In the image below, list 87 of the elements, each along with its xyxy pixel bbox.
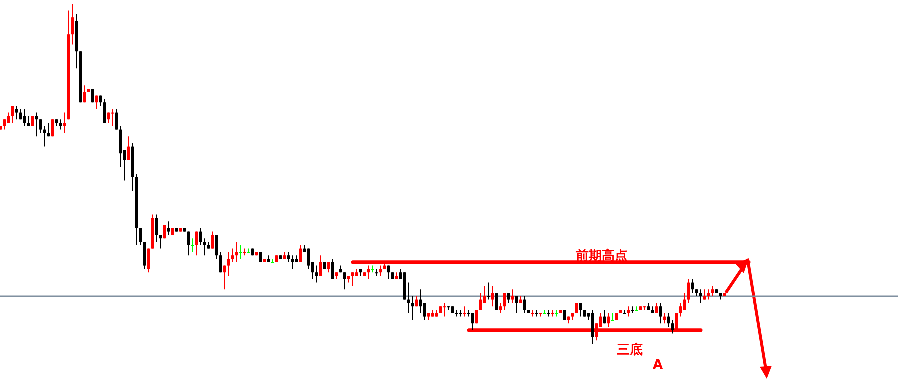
candlestick <box>224 265 226 290</box>
candlestick <box>24 108 26 127</box>
candlestick <box>352 272 354 287</box>
candlestick <box>388 265 390 280</box>
candlestick <box>160 234 162 250</box>
candlestick <box>492 286 494 308</box>
candlestick <box>36 112 38 138</box>
candlestick <box>380 265 382 276</box>
candlestick <box>700 289 702 304</box>
candlestick <box>464 306 466 318</box>
candlestick <box>60 119 62 130</box>
candlestick <box>220 252 222 274</box>
candlestick <box>512 289 514 304</box>
candlestick <box>308 248 310 270</box>
candlestick <box>140 228 142 246</box>
candlestick <box>424 302 426 321</box>
candlestick <box>144 242 146 270</box>
candlestick <box>712 286 714 297</box>
candlestick <box>688 278 690 304</box>
candlestick <box>168 221 170 236</box>
candlestick <box>96 95 98 110</box>
candlestick <box>228 252 230 276</box>
candlestick <box>188 231 190 256</box>
candlestick <box>504 292 506 310</box>
candlestick <box>12 106 14 124</box>
candlestick <box>316 265 318 284</box>
candlestick <box>236 242 238 263</box>
candlestick <box>660 302 662 324</box>
candlestick <box>344 272 346 290</box>
candlestick <box>288 252 290 263</box>
candlestick <box>148 248 150 274</box>
candlestick <box>580 302 582 318</box>
candlestick <box>112 108 114 127</box>
candlestick <box>204 238 206 256</box>
candlestick <box>656 302 658 314</box>
candlestick <box>524 296 526 314</box>
candlestick <box>544 310 546 314</box>
candlestick <box>192 238 194 253</box>
candlestick <box>508 292 510 304</box>
candlestick <box>300 244 302 263</box>
candlestick <box>212 231 214 250</box>
candlestick <box>488 282 490 300</box>
candlestick <box>412 296 414 321</box>
candlestick <box>16 106 18 120</box>
candlestick <box>292 255 294 270</box>
candlestick <box>200 228 202 246</box>
candlestick <box>624 310 626 314</box>
candlestick <box>4 119 6 130</box>
candlestick <box>692 278 694 294</box>
candlestick <box>104 98 106 124</box>
candlestick <box>320 255 322 276</box>
text: A <box>652 358 664 373</box>
candlestick <box>604 310 606 324</box>
candlestick <box>216 234 218 260</box>
candlestick <box>128 136 130 161</box>
candlestick <box>668 312 670 328</box>
candlestick <box>708 289 710 300</box>
candlestick <box>240 244 242 260</box>
candlestick <box>156 214 158 242</box>
candlestick <box>444 302 446 318</box>
candlestick <box>636 306 638 311</box>
candlestick <box>368 265 370 280</box>
candlestick <box>72 4 74 46</box>
candlestick <box>628 306 630 318</box>
candlestick <box>612 312 614 322</box>
candlestick <box>196 231 198 256</box>
candlestick <box>332 258 334 280</box>
candlestick <box>704 289 706 300</box>
candlestick <box>420 289 422 314</box>
candlestick <box>116 108 118 130</box>
candlestick <box>592 310 594 344</box>
candlestick <box>680 302 682 318</box>
annotation: 三底 <box>617 342 643 358</box>
candlestick <box>48 122 50 138</box>
candlestick <box>84 85 86 104</box>
candlestick <box>28 116 30 127</box>
candlestick <box>232 248 234 263</box>
candlestick <box>120 126 122 168</box>
candlestick <box>480 292 482 310</box>
candlestick <box>64 112 66 134</box>
candlestick <box>672 320 674 334</box>
candlestick <box>472 312 474 331</box>
candlestick <box>684 292 686 310</box>
candlestick <box>272 258 274 264</box>
candlestick <box>40 119 42 134</box>
candlestick <box>500 302 502 314</box>
candlestick <box>516 296 518 314</box>
